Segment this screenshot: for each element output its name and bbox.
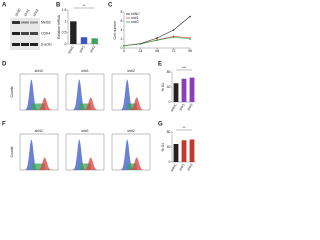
point [172, 36, 175, 38]
band [30, 32, 38, 35]
histogram-peak [20, 163, 58, 170]
y-axis-label: Cell number [113, 20, 117, 40]
y-tick-label: 1.5 [62, 8, 67, 12]
y-tick-label: 8 [121, 10, 123, 14]
histogram-peak [20, 103, 58, 110]
histogram-peak [20, 79, 58, 110]
y-tick-label: 80 [167, 130, 171, 134]
y-tick-label: 40 [167, 145, 171, 149]
histogram-title: sh#1 [81, 129, 89, 133]
blot-row: β-actin [41, 42, 52, 46]
x-tick-label: sh#2 [186, 103, 193, 112]
significance: ** [83, 4, 86, 8]
band [12, 32, 20, 35]
bar [173, 83, 179, 102]
point [172, 29, 175, 31]
x-tick-label: shNC [170, 103, 178, 113]
point [123, 44, 125, 47]
blot-column: sh#2 [32, 8, 39, 17]
bar [181, 78, 187, 102]
x-tick-label: shNC [170, 163, 178, 173]
blot-column: sh#1 [23, 8, 30, 17]
blot-column: shNC [14, 7, 22, 17]
x-tick-label: 0 [123, 49, 125, 53]
y-tick-label: 1 [65, 19, 67, 23]
histogram-title: sh#2 [127, 129, 135, 133]
x-tick-label: sh#2 [186, 163, 193, 172]
histogram-peak [112, 163, 150, 170]
blot-row: CDK4 [41, 31, 50, 35]
blot: shNC sh#1 sh#2 Mettl3 CDK4 β-actin [10, 7, 52, 50]
y-axis-label: % G1 [161, 143, 165, 152]
band [12, 21, 20, 24]
panel-label: A [2, 3, 7, 9]
panel-label: G [158, 122, 163, 128]
x-tick-label: sh#1 [178, 103, 185, 112]
x-tick-label: 48 [155, 49, 159, 53]
y-tick-label: 6 [121, 19, 123, 23]
x-tick-label: 24 [139, 49, 143, 53]
y-axis-label: Counts [10, 146, 14, 157]
band [30, 21, 38, 24]
x-tick-label: 72 [172, 49, 176, 53]
y-tick-label: 0 [169, 160, 171, 164]
histogram-peak [66, 103, 104, 110]
y-tick-label: 0 [121, 46, 123, 50]
point [156, 39, 158, 42]
significance: ** [183, 126, 186, 130]
legend-label: shNC [131, 12, 140, 16]
y-tick-label: 80 [167, 70, 171, 74]
bar [91, 38, 98, 44]
histogram-peak [20, 139, 58, 170]
y-tick-label: 0.5 [62, 31, 67, 35]
band [21, 43, 29, 46]
panel-label: B [56, 3, 61, 9]
bar [189, 139, 195, 162]
histogram-peak [66, 163, 104, 170]
legend-label: sh#2 [131, 20, 139, 24]
histogram-title: sh#2 [127, 69, 135, 73]
band [21, 32, 29, 35]
blot-row: Mettl3 [41, 20, 51, 24]
y-tick-label: 4 [121, 28, 123, 32]
panel-label: F [2, 122, 6, 128]
y-axis-label: % G1 [161, 83, 165, 92]
histogram-title: shNC [35, 129, 44, 133]
panel-label: D [2, 62, 7, 68]
point [189, 15, 191, 18]
y-tick-label: 0 [65, 42, 67, 46]
bar [173, 144, 179, 162]
x-tick-label: 96 [188, 49, 192, 53]
bar [181, 140, 187, 162]
x-tick-label: sh#1 [78, 45, 85, 54]
y-axis-label: Relative mRNA [57, 14, 61, 39]
histogram-peak [112, 103, 150, 110]
x-tick-label: sh#1 [178, 163, 185, 172]
x-tick-label: sh#2 [89, 45, 96, 54]
legend-label: sh#1 [131, 16, 139, 20]
panel-label: C [108, 3, 113, 9]
point [189, 38, 191, 40]
band [21, 21, 29, 24]
bar [189, 77, 195, 102]
point [139, 43, 142, 45]
x-tick-label: shNC [67, 45, 75, 55]
bar [70, 21, 77, 44]
figure: shNC sh#1 sh#2 Mettl3 CDK4 β-actin A B C… [2, 3, 196, 173]
y-tick-label: 40 [167, 85, 171, 89]
significance: *** [182, 66, 187, 70]
point [156, 37, 158, 39]
band [30, 43, 38, 46]
y-axis-label: Counts [10, 86, 14, 97]
histogram-title: sh#1 [81, 69, 89, 73]
panel-label: E [158, 62, 162, 68]
y-tick-label: 2 [121, 37, 123, 41]
y-tick-label: 0 [169, 100, 171, 104]
bar [80, 37, 88, 44]
histogram-title: shNC [35, 69, 44, 73]
band [12, 43, 20, 46]
